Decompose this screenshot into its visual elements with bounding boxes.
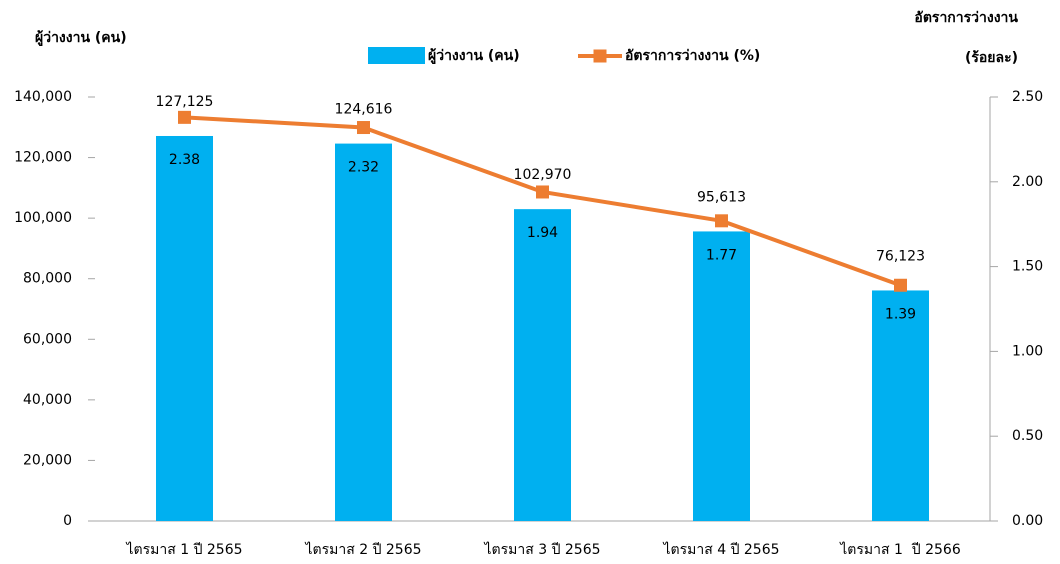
line-value-label: 2.38 (169, 152, 200, 168)
y2-tick-label: 0.00 (1012, 513, 1043, 529)
y2-axis-label: (ร้อยละ) (965, 50, 1018, 66)
x-tick-label: ไตรมาส 2 ปี 2565 (304, 541, 421, 558)
line-value-label: 1.39 (885, 306, 916, 322)
y-tick-label: 140,000 (14, 89, 72, 105)
x-tick-label: ไตรมาส 1 ปี 2565 (125, 541, 242, 558)
line-value-label: 1.77 (706, 247, 737, 263)
legend-label: อัตราการว่างงาน (%) (625, 48, 760, 64)
rate-marker (178, 110, 191, 124)
x-tick-label: ไตรมาส 1 ปี 2566 (839, 541, 961, 558)
legend-label: ผู้ว่างงาน (คน) (428, 48, 520, 64)
line-value-label: 2.32 (348, 160, 379, 176)
x-tick-label: ไตรมาส 3 ปี 2565 (483, 541, 600, 558)
y2-axis-label: อัตราการว่างงาน (914, 10, 1018, 26)
bar (693, 231, 750, 521)
legend-swatch (593, 49, 607, 63)
bar-value-label: 76,123 (876, 248, 925, 264)
y-tick-label: 60,000 (23, 331, 72, 347)
y2-tick-label: 0.50 (1012, 428, 1043, 444)
y2-tick-label: 2.00 (1012, 174, 1043, 190)
y-tick-label: 20,000 (23, 452, 72, 468)
y2-tick-label: 1.00 (1012, 343, 1043, 359)
bar-value-label: 127,125 (156, 94, 214, 110)
y-tick-label: 0 (63, 513, 72, 529)
y2-tick-label: 1.50 (1012, 259, 1043, 275)
y-tick-label: 40,000 (23, 392, 72, 408)
bar (335, 143, 392, 521)
bar (872, 290, 929, 521)
x-tick-label: ไตรมาส 4 ปี 2565 (662, 541, 779, 558)
rate-marker (894, 278, 907, 292)
y-tick-label: 120,000 (14, 150, 72, 166)
bar-value-label: 102,970 (514, 167, 572, 183)
bar-value-label: 95,613 (697, 189, 746, 205)
bar (514, 209, 571, 521)
y-axis-label: ผู้ว่างงาน (คน) (35, 30, 127, 46)
bar (156, 135, 213, 521)
y-tick-label: 80,000 (23, 271, 72, 287)
bar-value-label: 124,616 (335, 102, 393, 118)
legend-swatch (368, 47, 425, 64)
rate-marker (715, 214, 728, 228)
rate-marker (536, 185, 549, 199)
line-value-label: 1.94 (527, 225, 558, 241)
y2-tick-label: 2.50 (1012, 89, 1043, 105)
rate-marker (357, 121, 370, 135)
y-tick-label: 100,000 (14, 210, 72, 226)
